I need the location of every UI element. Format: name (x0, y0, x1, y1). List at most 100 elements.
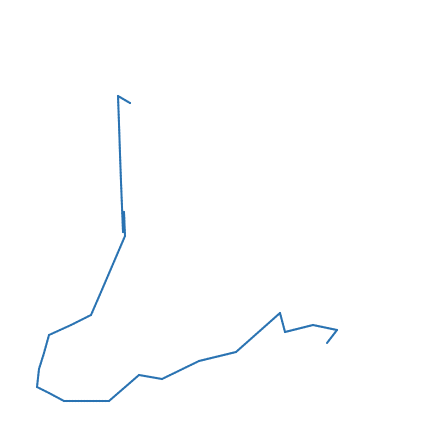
data-point (112, 395, 115, 399)
data-point (212, 356, 215, 359)
data-point (121, 212, 124, 215)
data-point (87, 315, 90, 318)
data-point (149, 375, 152, 379)
data-point (123, 225, 126, 229)
data-point (116, 94, 120, 98)
data-point (119, 156, 122, 159)
data-point (281, 320, 284, 323)
data-point (190, 363, 193, 366)
data-point (77, 399, 80, 403)
data-point (109, 268, 112, 271)
data-point (283, 330, 287, 334)
data-point (303, 326, 306, 329)
data-point (58, 328, 62, 332)
data-point (50, 332, 53, 335)
data-point (184, 366, 187, 369)
data-point (91, 311, 94, 314)
data-point (282, 325, 285, 328)
data-point (44, 390, 48, 393)
data-point (101, 288, 104, 291)
data-point (250, 337, 253, 340)
data-point (237, 349, 240, 352)
series-markers (35, 94, 339, 403)
data-point (179, 368, 182, 372)
data-point (52, 394, 56, 397)
data-point (55, 395, 58, 399)
data-point (97, 296, 100, 299)
data-point (114, 257, 117, 260)
data-point (120, 202, 123, 205)
data-point (123, 231, 126, 235)
data-point (78, 319, 81, 322)
data-point (104, 399, 107, 403)
data-point (120, 184, 123, 187)
data-point (123, 216, 126, 220)
data-point (120, 199, 123, 202)
data-point (122, 210, 126, 214)
data-point (265, 323, 268, 326)
data-point (128, 101, 132, 105)
data-point (120, 243, 123, 246)
data-point (93, 305, 96, 308)
data-point (123, 234, 127, 238)
data-point (121, 209, 124, 212)
data-point (120, 187, 123, 190)
data-point (155, 376, 158, 380)
data-point (326, 327, 330, 330)
data-point (116, 251, 119, 254)
data-point (187, 365, 190, 368)
data-point (289, 329, 292, 332)
data-point (96, 299, 99, 302)
data-point (120, 205, 124, 209)
data-point (83, 399, 86, 403)
data-point (47, 336, 50, 340)
data-point (226, 353, 229, 356)
data-point (232, 351, 235, 354)
data-point (126, 383, 129, 387)
data-point (110, 397, 113, 401)
data-point (60, 398, 63, 401)
data-point (133, 377, 136, 381)
data-point (117, 391, 120, 395)
data-point (229, 352, 232, 355)
data-point (105, 276, 109, 280)
data-point (92, 308, 95, 311)
data-point (122, 237, 125, 240)
data-point (200, 359, 203, 362)
data-point (276, 313, 279, 316)
data-point (103, 282, 106, 285)
data-point (261, 327, 264, 330)
data-point (286, 330, 289, 333)
data-point (108, 271, 111, 274)
data-point (140, 374, 143, 377)
data-point (278, 311, 282, 315)
data-point (84, 316, 87, 319)
data-point (123, 228, 126, 232)
data-point (168, 374, 171, 377)
data-point (171, 372, 174, 375)
data-point (118, 125, 121, 129)
data-point (98, 293, 101, 296)
data-point (118, 149, 121, 153)
data-point (256, 331, 260, 334)
data-point (152, 376, 155, 379)
data-point (124, 99, 127, 102)
data-point (166, 375, 169, 378)
data-point (243, 343, 246, 346)
data-point (174, 371, 177, 374)
data-point (241, 345, 244, 348)
data-point (182, 367, 185, 370)
data-point (101, 399, 104, 403)
data-point (220, 354, 223, 357)
data-point (111, 262, 115, 266)
data-point (72, 322, 75, 325)
data-point (333, 331, 337, 334)
data-point (206, 357, 209, 360)
data-point (37, 373, 40, 377)
data-point (69, 323, 73, 327)
data-point (81, 318, 84, 321)
data-point (259, 329, 262, 332)
data-point (120, 196, 123, 199)
data-point (332, 328, 336, 331)
